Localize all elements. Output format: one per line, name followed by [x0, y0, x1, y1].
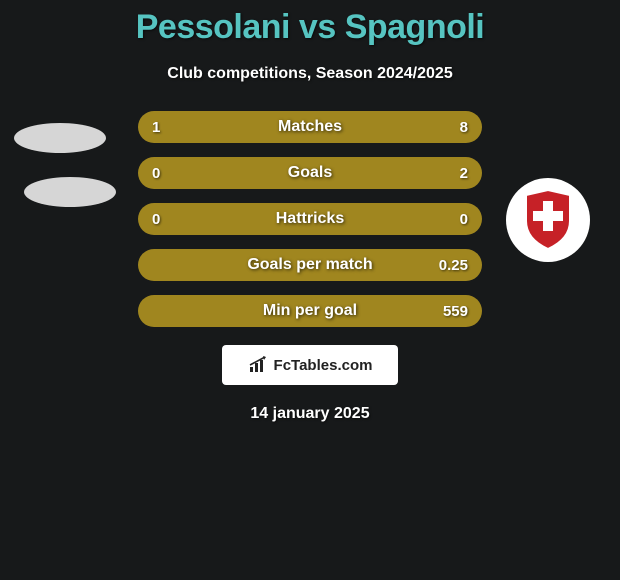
stat-bar: Goals [138, 157, 482, 189]
stat-value-right: 559 [443, 295, 468, 327]
stat-label: Hattricks [276, 210, 344, 228]
stat-value-right: 8 [460, 111, 468, 143]
stat-row: Min per goal 559 [0, 295, 620, 327]
stat-label: Goals [288, 164, 332, 182]
stat-value-right: 0.25 [439, 249, 468, 281]
stat-bar: Goals per match [138, 249, 482, 281]
stat-row: Goals 0 2 [0, 157, 620, 189]
stat-value-left: 0 [152, 157, 160, 189]
subtitle: Club competitions, Season 2024/2025 [0, 65, 620, 83]
page-title: Pessolani vs Spagnoli [0, 0, 620, 47]
branding-badge: FcTables.com [222, 345, 398, 385]
stat-label: Min per goal [263, 302, 357, 320]
branding-text: FcTables.com [274, 357, 373, 374]
stat-row: Goals per match 0.25 [0, 249, 620, 281]
stat-value-right: 0 [460, 203, 468, 235]
chart-icon [248, 356, 270, 374]
stat-label: Goals per match [247, 256, 372, 274]
stat-row: Matches 1 8 [0, 111, 620, 143]
stat-row: Hattricks 0 0 [0, 203, 620, 235]
stat-bar: Min per goal [138, 295, 482, 327]
stat-value-left: 1 [152, 111, 160, 143]
stat-bar: Hattricks [138, 203, 482, 235]
stat-value-right: 2 [460, 157, 468, 189]
stat-label: Matches [278, 118, 342, 136]
stat-bar: Matches [138, 111, 482, 143]
date-text: 14 january 2025 [0, 405, 620, 423]
stat-value-left: 0 [152, 203, 160, 235]
